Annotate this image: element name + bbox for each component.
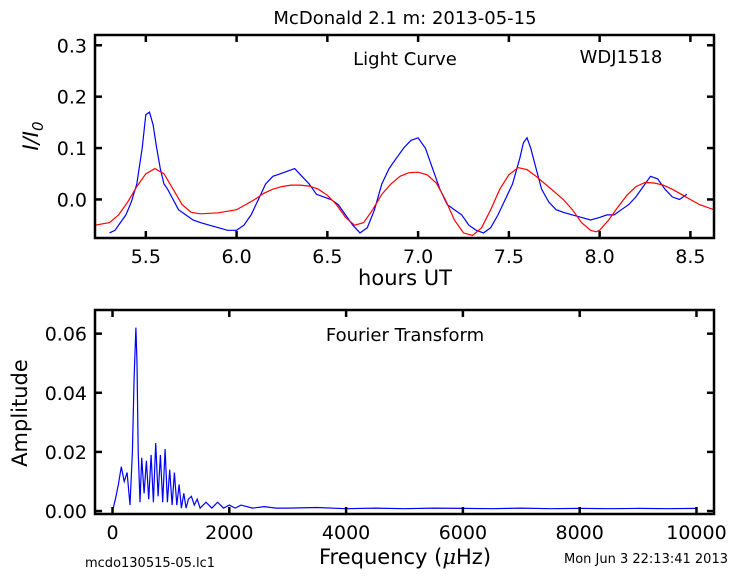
fourier-x-tick-label: 0 — [106, 522, 118, 544]
light-curve-y-axis-title: I/I0 — [19, 121, 47, 150]
footer-filename: mcdo130515-05.lc1 — [85, 556, 215, 571]
footer-timestamp: Mon Jun 3 22:13:41 2013 — [564, 552, 728, 567]
light-curve-x-tick-label: 6.0 — [221, 246, 251, 268]
light-curve-x-tick-label: 7.0 — [403, 246, 433, 268]
light-curve-x-tick-label: 6.5 — [312, 246, 342, 268]
fourier-label: Fourier Transform — [326, 325, 484, 346]
light-curve-x-tick-label: 7.5 — [494, 246, 524, 268]
light-curve-x-tick-label: 8.5 — [675, 246, 705, 268]
fourier-x-tick-label: 10000 — [666, 522, 726, 544]
fourier-y-tick-label: 0.00 — [45, 501, 87, 523]
light-curve-data-line — [109, 111, 688, 234]
light-curve-x-axis-title: hours UT — [358, 266, 452, 290]
fourier-x-tick-label: 6000 — [439, 522, 487, 544]
fourier-y-tick-label: 0.04 — [45, 383, 87, 405]
fourier-frame — [93, 308, 716, 516]
fourier-amplitude-line — [111, 327, 697, 512]
fourier-x-tick-label: 2000 — [205, 522, 253, 544]
fourier-y-tick-label: 0.06 — [45, 324, 87, 346]
fourier-panel: 0 2000 4000 6000 8000 10000 0.000.020.040.06 … — [8, 308, 727, 569]
light-curve-model-line — [95, 166, 714, 237]
fourier-x-tick-label: 8000 — [556, 522, 604, 544]
light-curve-y-ticks: 0.0 0.1 0.2 0.3 — [57, 35, 714, 211]
fourier-x-ticks: 0 2000 4000 6000 8000 10000 — [106, 310, 727, 544]
figure-title: McDonald 2.1 m: 2013-05-15 — [273, 8, 536, 29]
light-curve-y-tick-label: 0.3 — [57, 35, 87, 57]
light-curve-panel: 5.5 6.0 6.5 7.0 7.5 8.0 8.5 0.0 0.1 0.2 0.3 Light… — [19, 33, 716, 290]
light-curve-label: Light Curve — [353, 49, 457, 70]
fourier-y-tick-label: 0.02 — [45, 442, 87, 464]
fourier-y-ticks: 0.00 0.02 0.04 0.06 — [45, 324, 714, 523]
target-name-label: WDJ1518 — [580, 47, 663, 68]
fourier-x-axis-title: Frequency (μHz) — [319, 545, 491, 569]
light-curve-y-tick-label: 0.2 — [57, 87, 87, 109]
light-curve-x-ticks: 5.5 6.0 6.5 7.0 7.5 8.0 8.5 — [131, 35, 706, 268]
light-curve-frame — [93, 33, 716, 240]
light-curve-y-tick-label: 0.1 — [57, 138, 87, 160]
light-curve-y-tick-label: 0.0 — [57, 189, 87, 211]
fourier-x-tick-label: 4000 — [322, 522, 370, 544]
light-curve-x-tick-label: 5.5 — [131, 246, 161, 268]
fourier-y-axis-title: Amplitude — [8, 359, 32, 467]
light-curve-x-tick-label: 8.0 — [585, 246, 615, 268]
